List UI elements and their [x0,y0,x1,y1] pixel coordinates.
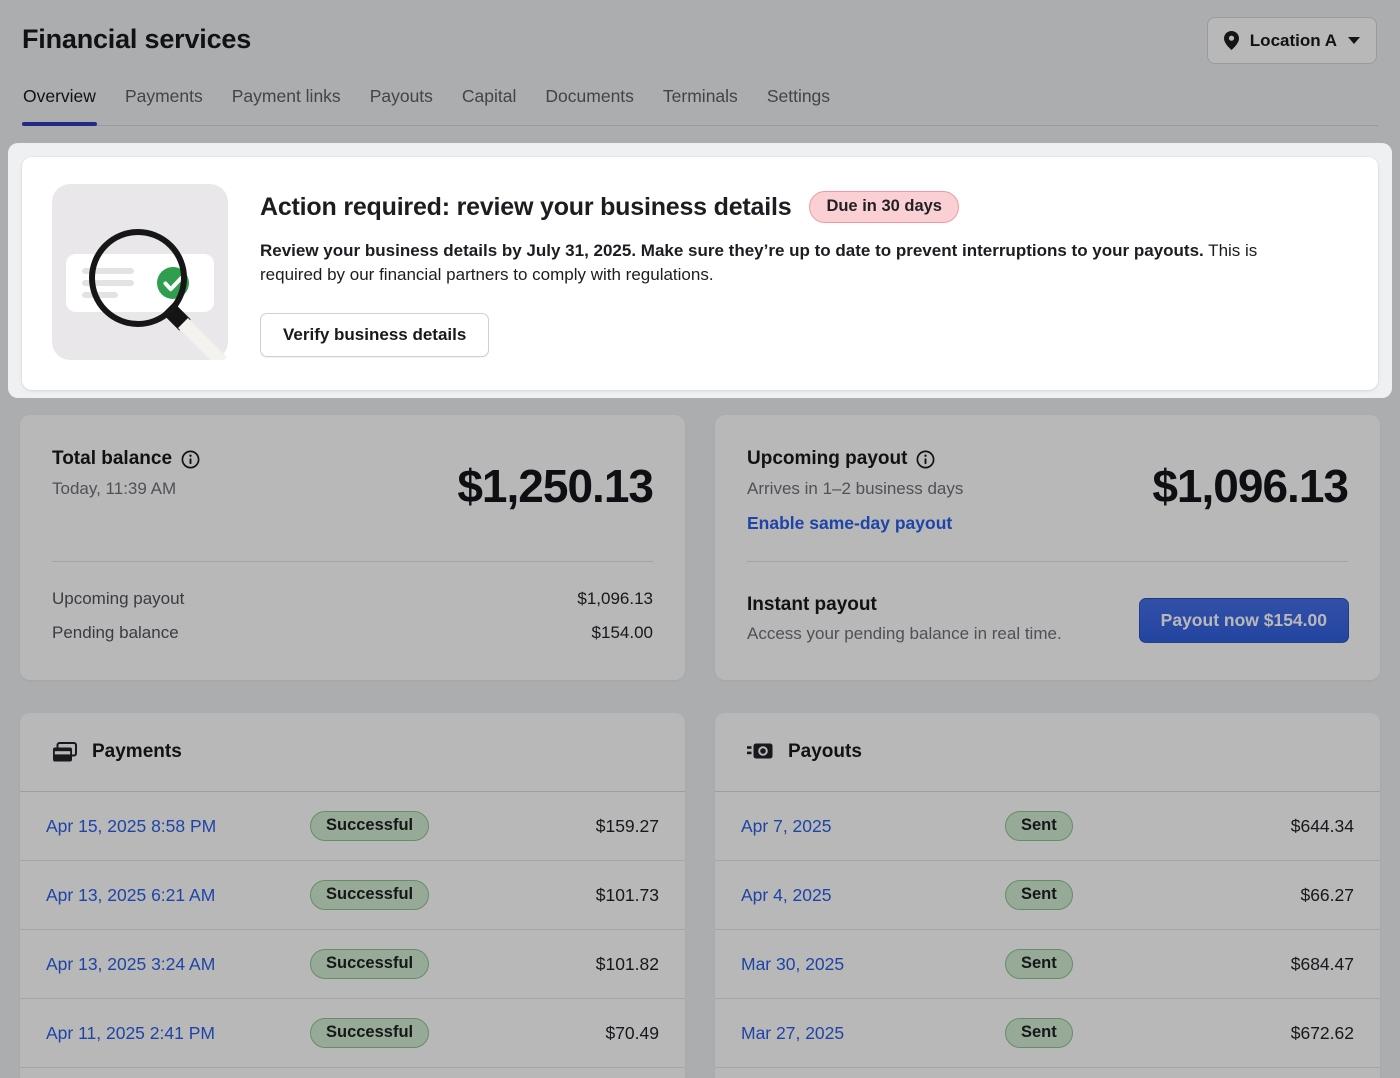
payment-date-link[interactable]: Apr 13, 2025 6:21 AM [46,884,216,905]
banner-body-regular: This is required by our financial partne… [260,241,1258,284]
payouts-table-title: Payouts [788,741,862,762]
location-selector-button[interactable]: Location A [1206,17,1377,64]
location-selector-label: Location A [1249,30,1337,50]
payment-row: Apr 11, 2025 2:41 PM Successful $70.49 [20,999,685,1068]
tab-bar: Overview Payments Payment links Payouts … [22,84,1378,126]
verify-business-details-button[interactable]: Verify business details [260,313,490,357]
payment-status-badge: Successful [310,949,430,979]
payout-date-link[interactable]: Mar 27, 2025 [741,1022,845,1043]
tab-payouts[interactable]: Payouts [369,86,433,106]
upcoming-payout-label: Upcoming payout [52,589,185,608]
payout-row: Apr 4, 2025 Sent $66.27 [715,861,1380,930]
document-review-illustration [52,184,228,360]
info-icon[interactable] [181,450,200,469]
payment-status-badge: Successful [310,811,430,841]
payment-amount: $101.73 [595,884,659,905]
pending-balance-label: Pending balance [52,623,179,642]
payout-status-badge: Sent [1005,949,1073,979]
payment-amount: $101.82 [595,953,659,974]
banner-title: Action required: review your business de… [260,192,792,221]
payout-row: Apr 7, 2025 Sent $644.34 [715,792,1380,861]
upcoming-payout-amount: $1,096.13 [1152,460,1349,512]
payout-amount: $66.27 [1300,884,1354,905]
upcoming-payout-title: Upcoming payout [747,448,908,469]
payment-row: Apr 13, 2025 3:24 AM Successful $101.82 [20,930,685,999]
divider [52,561,653,562]
payment-amount: $70.49 [605,1022,659,1043]
total-balance-timestamp: Today, 11:39 AM [52,479,177,498]
tab-documents[interactable]: Documents [545,86,634,106]
tab-terminals[interactable]: Terminals [662,86,738,106]
payout-date-link[interactable]: Apr 7, 2025 [741,815,832,836]
payments-table-card: Payments Apr 15, 2025 8:58 PM Successful… [20,713,685,1078]
action-required-banner: Action required: review your business de… [22,157,1378,390]
payout-arrival-note: Arrives in 1–2 business days [747,479,964,498]
payout-status-badge: Sent [1005,811,1073,841]
payments-table-title: Payments [92,741,182,762]
payment-status-badge: Successful [310,1018,430,1048]
pending-balance-value: $154.00 [591,623,653,642]
payments-card-icon [52,741,77,763]
payout-row: Mar 27, 2025 Sent $672.62 [715,999,1380,1068]
total-balance-amount: $1,250.13 [457,460,654,512]
payouts-table-card: Payouts Apr 7, 2025 Sent $644.34 Apr 4, … [715,713,1380,1078]
banner-body: Review your business details by July 31,… [260,239,1290,287]
banner-content: Action required: review your business de… [260,191,1338,357]
payment-status-badge: Successful [310,880,430,910]
tab-settings[interactable]: Settings [766,86,831,106]
payment-row: Apr 13, 2025 6:21 AM Successful $101.73 [20,861,685,930]
payment-amount: $159.27 [595,815,659,836]
payout-status-badge: Sent [1005,1018,1073,1048]
tab-payment-links[interactable]: Payment links [231,86,341,106]
payout-now-button[interactable]: Payout now $154.00 [1138,598,1349,643]
upcoming-payout-row: Upcoming payout $1,096.13 [52,589,653,609]
payout-status-badge: Sent [1005,880,1073,910]
payout-date-link[interactable]: Mar 30, 2025 [741,953,845,974]
payout-amount: $644.34 [1290,815,1354,836]
location-pin-icon [1223,31,1239,50]
tab-payments[interactable]: Payments [124,86,203,106]
divider [747,561,1348,562]
tab-overview[interactable]: Overview [22,84,97,126]
upcoming-payout-card: Upcoming payout Arrives in 1–2 business … [715,415,1380,680]
instant-payout-description: Access your pending balance in real time… [747,624,1062,643]
chevron-down-icon [1348,36,1360,45]
total-balance-title: Total balance [52,448,173,469]
page-title: Financial services [22,24,252,54]
payment-date-link[interactable]: Apr 11, 2025 2:41 PM [46,1022,215,1043]
enable-same-day-payout-link[interactable]: Enable same-day payout [747,513,953,533]
payout-row: Mar 30, 2025 Sent $684.47 [715,930,1380,999]
payout-amount: $672.62 [1290,1022,1354,1043]
tab-capital[interactable]: Capital [461,86,517,106]
payout-amount: $684.47 [1290,953,1354,974]
info-icon[interactable] [916,450,935,469]
payment-date-link[interactable]: Apr 13, 2025 3:24 AM [46,953,216,974]
payment-row: Apr 15, 2025 8:58 PM Successful $159.27 [20,792,685,861]
pending-balance-row: Pending balance $154.00 [52,623,653,643]
payout-date-link[interactable]: Apr 4, 2025 [741,884,832,905]
payouts-card-icon [747,742,773,762]
instant-payout-title: Instant payout [747,594,877,615]
payment-date-link[interactable]: Apr 15, 2025 8:58 PM [46,815,217,836]
total-balance-card: Total balance Today, 11:39 AM $1,250.13 … [20,415,685,680]
due-date-badge: Due in 30 days [809,191,959,223]
upcoming-payout-value: $1,096.13 [577,589,653,608]
banner-body-bold: Review your business details by July 31,… [260,241,1204,260]
